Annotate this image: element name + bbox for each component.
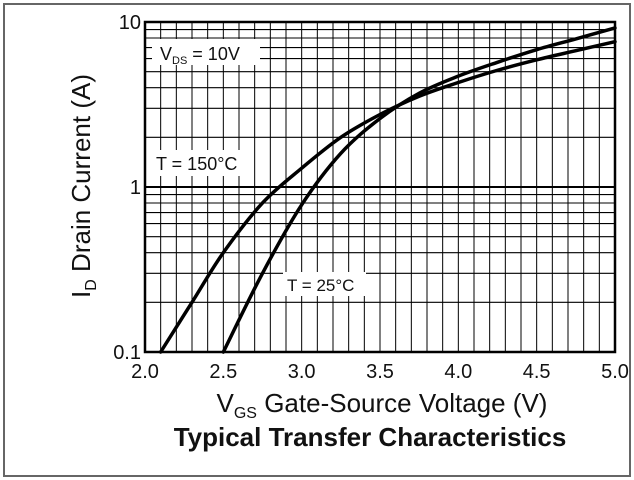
t25-annotation: T = 25°C <box>287 276 354 295</box>
x-tick-label: 3.5 <box>366 361 394 383</box>
x-tick-label: 4.5 <box>523 361 551 383</box>
chart-title: Typical Transfer Characteristics <box>174 422 567 452</box>
t25-label-bg <box>283 272 366 296</box>
series-line-t25 <box>221 26 617 354</box>
x-tick-label: 5.0 <box>601 361 629 383</box>
series-line-t150 <box>158 39 617 354</box>
vds-annotation: VDS = 10V <box>160 44 240 67</box>
figure-border <box>3 3 631 477</box>
y-axis-label: ID Drain Current (A) <box>66 74 100 298</box>
series-group <box>158 26 617 354</box>
y-tick-label: 10 <box>119 12 141 34</box>
plot-frame <box>143 20 617 354</box>
t150-label-bg <box>152 150 244 176</box>
x-tick-label: 3.0 <box>288 361 316 383</box>
x-tick-label: 4.0 <box>444 361 472 383</box>
t150-annotation: T = 150°C <box>156 154 237 174</box>
x-axis-label: VGS Gate-Source Voltage (V) <box>217 388 548 422</box>
grid <box>145 22 615 352</box>
x-tick-labels: 2.0 2.5 3.0 3.5 4.0 4.5 5.0 <box>131 361 629 383</box>
x-tick-label: 2.0 <box>131 361 159 383</box>
y-tick-label: 0.1 <box>113 342 141 364</box>
y-tick-labels: 0.1 1 10 <box>113 12 141 364</box>
vds-label-bg <box>152 39 260 65</box>
y-tick-label: 1 <box>130 177 141 199</box>
x-tick-label: 2.5 <box>209 361 237 383</box>
